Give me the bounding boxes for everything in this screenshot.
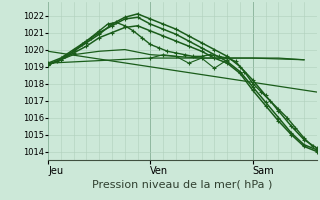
X-axis label: Pression niveau de la mer( hPa ): Pression niveau de la mer( hPa ) (92, 180, 273, 190)
